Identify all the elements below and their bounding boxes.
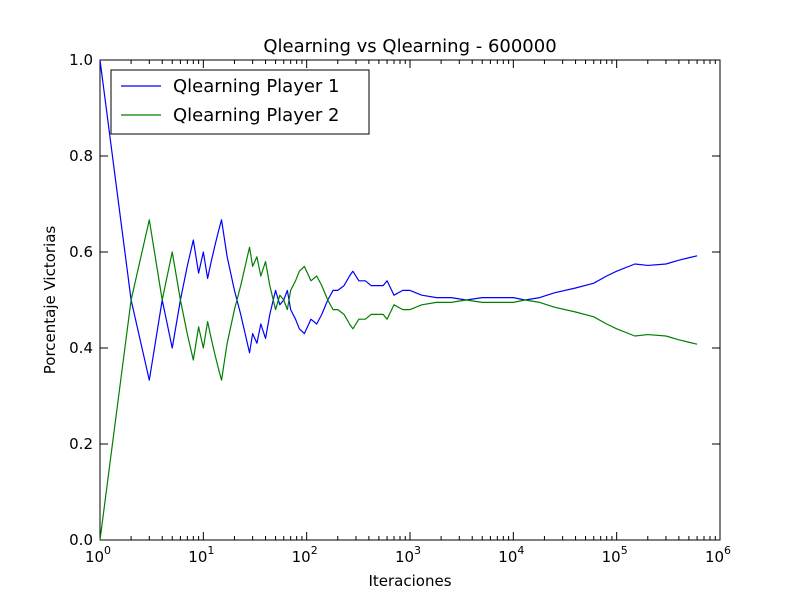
- y-axis-label: Porcentaje Victorias: [41, 226, 59, 375]
- legend-label-player-1: Qlearning Player 1: [173, 76, 340, 97]
- y-tick-label: 0.6: [69, 243, 93, 261]
- x-tick-label: 101: [188, 544, 214, 566]
- x-tick-label-base: 10: [602, 548, 621, 566]
- x-tick-label: 103: [395, 544, 421, 566]
- x-tick-label-base: 10: [188, 548, 207, 566]
- x-tick-label-base: 10: [85, 548, 104, 566]
- x-tick-label-exponent: 1: [207, 544, 214, 557]
- x-tick-label-base: 10: [705, 548, 724, 566]
- chart-title: Qlearning vs Qlearning - 600000: [263, 36, 556, 57]
- x-axis-label: Iteraciones: [368, 572, 451, 590]
- y-tick-label: 1.0: [69, 51, 93, 69]
- legend-box: [110, 69, 370, 135]
- x-tick-label-base: 10: [395, 548, 414, 566]
- y-tick-label: 0.0: [69, 531, 93, 549]
- series-line-player-1: [99, 59, 698, 381]
- x-tick-label-exponent: 2: [311, 544, 318, 557]
- x-tick-label: 105: [602, 544, 628, 566]
- y-tick-label: 0.8: [69, 147, 93, 165]
- series-line-player-2: [99, 219, 698, 541]
- x-tick-label-exponent: 6: [724, 544, 731, 557]
- x-tick-label-exponent: 4: [517, 544, 524, 557]
- x-tick-label: 104: [498, 544, 524, 566]
- x-tick-label-exponent: 3: [414, 544, 421, 557]
- x-tick-label-base: 10: [498, 548, 517, 566]
- x-tick-label: 106: [705, 544, 731, 566]
- y-tick-label: 0.2: [69, 435, 93, 453]
- x-tick-label: 100: [85, 544, 111, 566]
- y-tick-label: 0.4: [69, 339, 93, 357]
- x-tick-label-exponent: 0: [104, 544, 111, 557]
- x-tick-label-exponent: 5: [621, 544, 628, 557]
- legend-label-player-2: Qlearning Player 2: [173, 105, 340, 126]
- x-tick-label-base: 10: [292, 548, 311, 566]
- x-tick-label: 102: [292, 544, 318, 566]
